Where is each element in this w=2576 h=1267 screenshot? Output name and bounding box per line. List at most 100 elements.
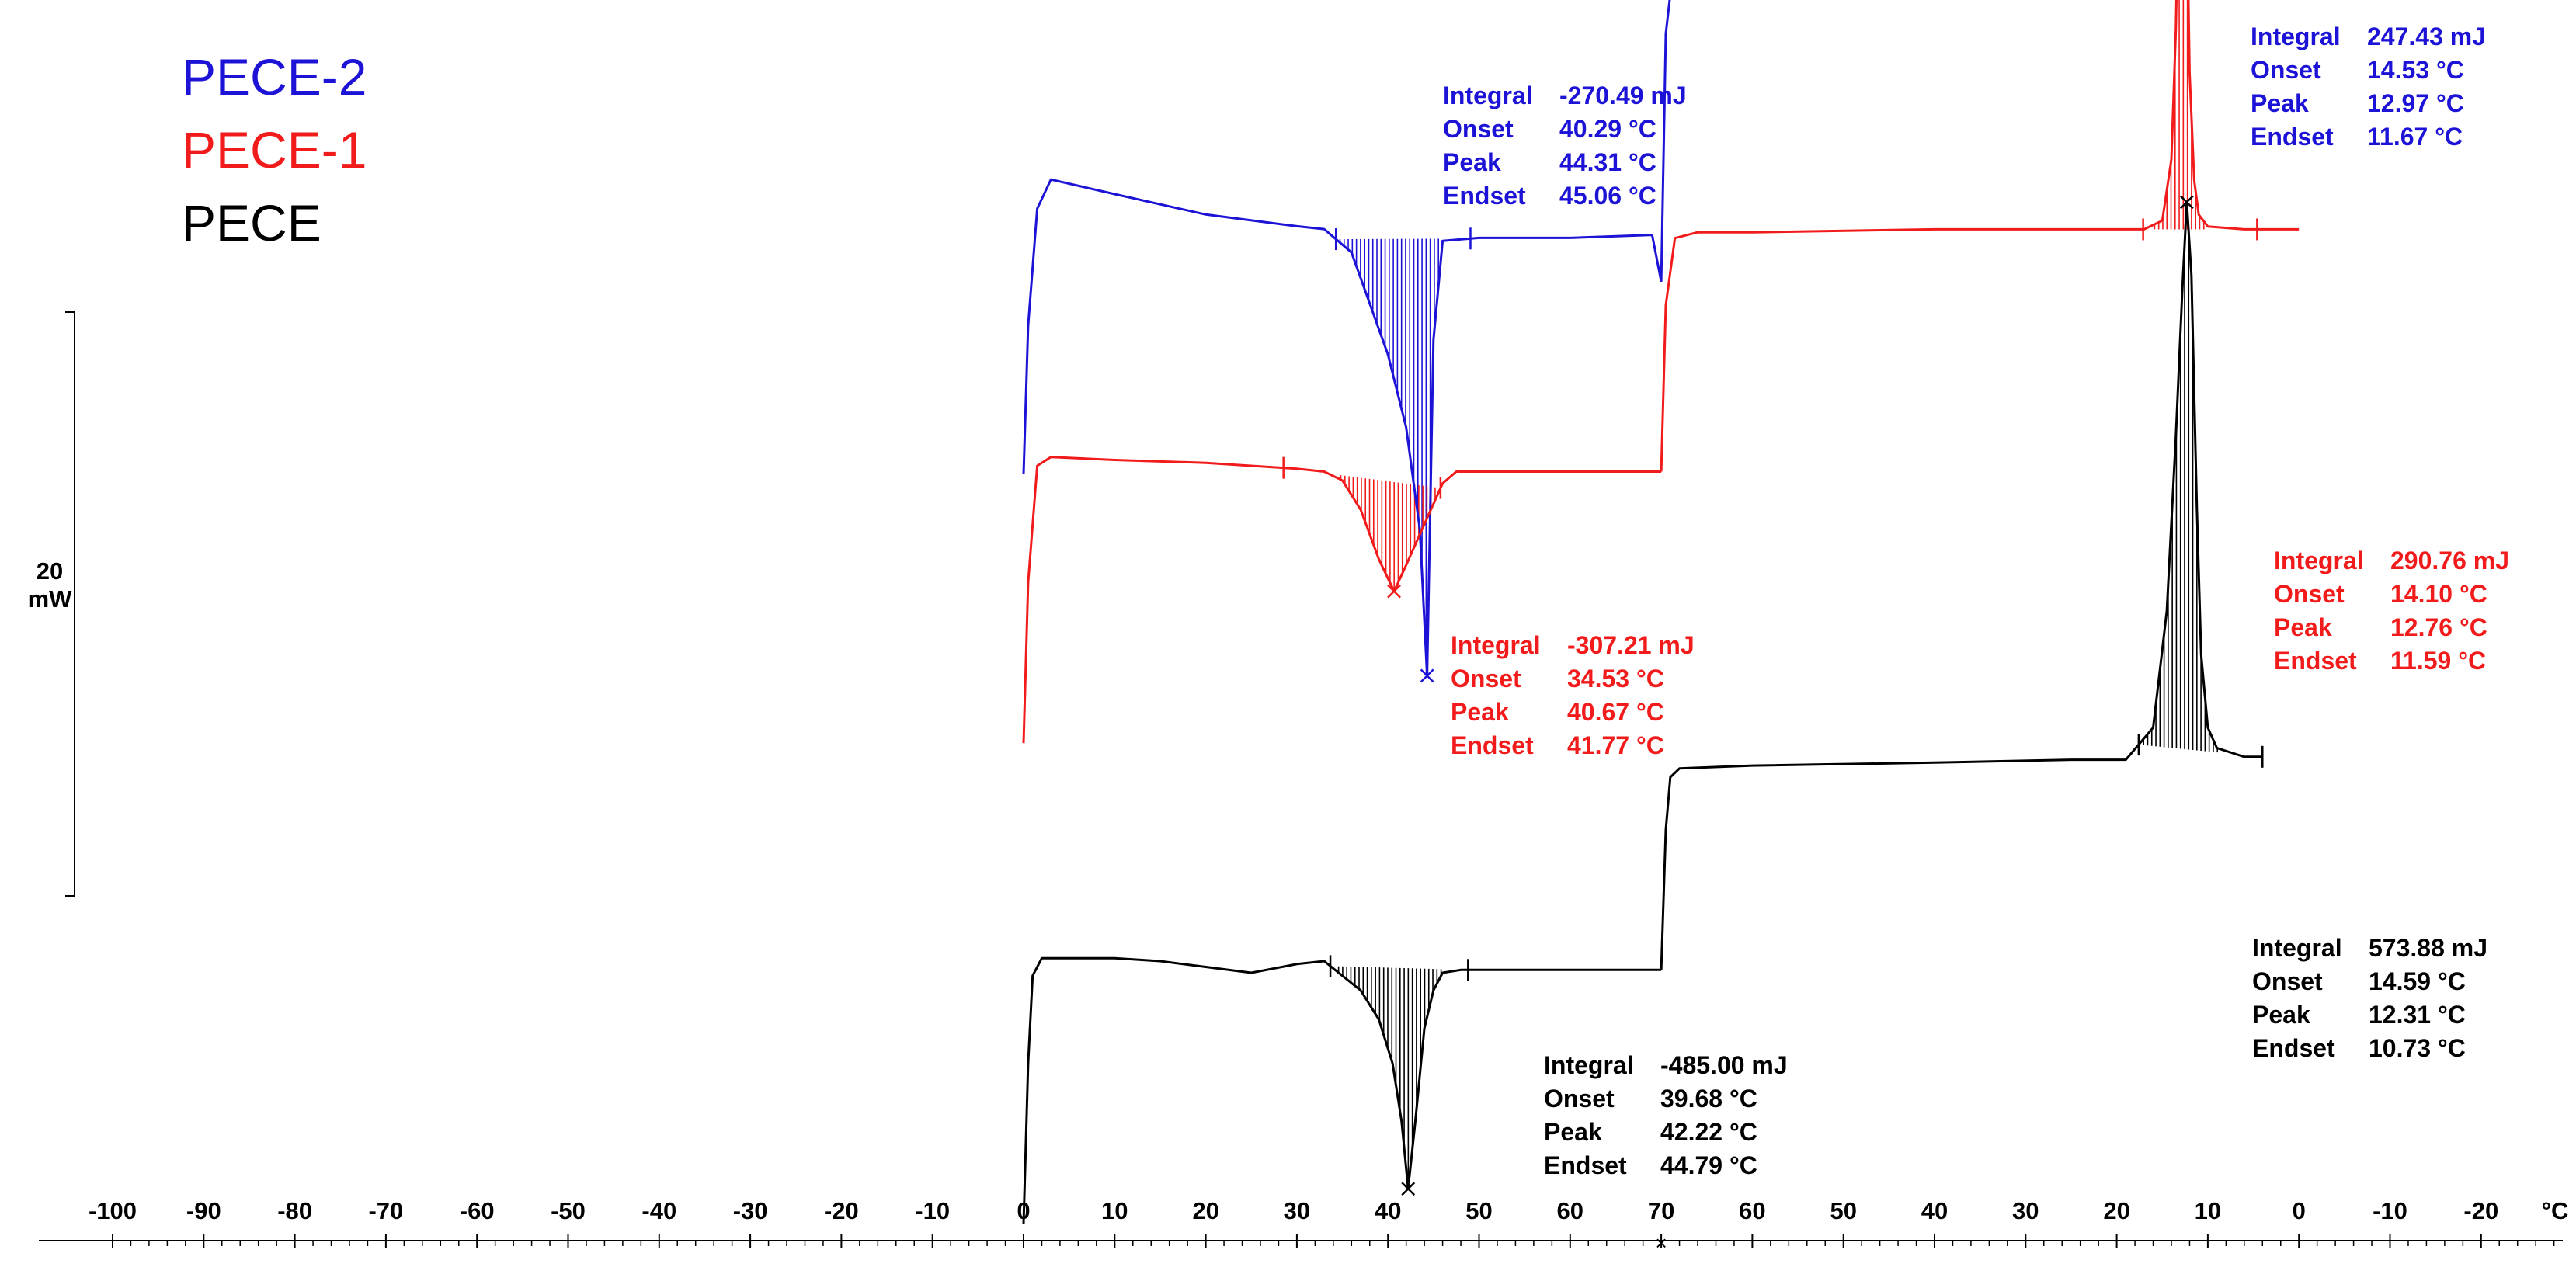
x-tick-label: 30: [2012, 1197, 2039, 1224]
x-tick-label: 50: [1830, 1197, 1856, 1224]
pece-heating-curve: [1022, 956, 1662, 1224]
annotation-value: 247.43 mJ: [2367, 23, 2486, 50]
annotation-label: Onset: [1451, 665, 1521, 693]
annotation-value: -307.21 mJ: [1567, 631, 1695, 659]
legend-pece-2: PECE-2: [182, 48, 367, 106]
annotation-label: Endset: [2252, 1034, 2335, 1062]
annotation-value: 41.77 °C: [1567, 731, 1664, 759]
x-tick-label: 20: [1192, 1197, 1218, 1224]
annotation-value: 14.53 °C: [2367, 56, 2464, 84]
annotation-label: Endset: [1443, 182, 1526, 210]
x-tick-label: -70: [368, 1197, 403, 1224]
x-tick-label: 40: [1921, 1197, 1948, 1224]
x-tick-label: 10: [1101, 1197, 1128, 1224]
annotation-value: 40.29 °C: [1559, 115, 1656, 143]
annotation-value: 40.67 °C: [1567, 698, 1664, 726]
turnaround-marker: ×: [1656, 1231, 1667, 1255]
annotation-label: Peak: [1544, 1118, 1602, 1146]
annotation-label: Endset: [2251, 123, 2334, 151]
x-tick-label: 50: [1465, 1197, 1492, 1224]
annotation-label: Onset: [2274, 580, 2345, 608]
annotation-label: Peak: [2252, 1001, 2310, 1029]
x-tick-label: 40: [1375, 1197, 1401, 1224]
annotation-label: Endset: [1451, 731, 1534, 759]
annotation-value: 42.22 °C: [1660, 1118, 1757, 1146]
x-tick-label: 20: [2103, 1197, 2129, 1224]
x-axis-unit: °C: [2542, 1197, 2569, 1224]
pece-cooling-curve: [1660, 200, 2263, 970]
annotation-label: Integral: [2251, 23, 2341, 50]
x-tick-label: 10: [2195, 1197, 2221, 1224]
annotation-value: 45.06 °C: [1559, 182, 1656, 210]
annotation-value: 44.31 °C: [1559, 148, 1656, 176]
x-tick-label: 60: [1557, 1197, 1583, 1224]
annotation-label: Peak: [2274, 613, 2332, 641]
peak-annotations: Integral -270.49 mJ Onset 40.29 °C Peak 44.31…: [1443, 23, 2509, 1179]
legend: PECE-2 PECE-1 PECE: [182, 48, 367, 252]
x-tick-label: -100: [89, 1197, 137, 1224]
pece-1-heating-curve: [1022, 456, 1662, 744]
scale-bar-line: [65, 311, 75, 897]
annotation-value: 12.31 °C: [2369, 1001, 2466, 1029]
legend-pece: PECE: [182, 194, 322, 252]
annotation-label: Integral: [1443, 82, 1533, 109]
annotation-label: Integral: [2252, 934, 2342, 962]
x-tick-label: -20: [2463, 1197, 2498, 1224]
annotation-label: Integral: [2274, 547, 2364, 574]
dsc-curves: [1022, 0, 2300, 1224]
x-tick-label: 30: [1284, 1197, 1310, 1224]
peak-marker: [1401, 1182, 1416, 1196]
annotation-value: 44.79 °C: [1660, 1151, 1757, 1179]
annotation-label: Endset: [1544, 1151, 1627, 1179]
annotation-label: Peak: [2251, 89, 2309, 117]
x-tick-label: 70: [1648, 1197, 1674, 1224]
x-tick-label: -40: [641, 1197, 676, 1224]
annotation-value: 11.59 °C: [2390, 647, 2486, 675]
annotation-value: 290.76 mJ: [2390, 547, 2509, 574]
x-tick-label: -90: [186, 1197, 221, 1224]
x-tick-label: -10: [915, 1197, 950, 1224]
annotation-value: -270.49 mJ: [1559, 82, 1687, 109]
annotation-label: Onset: [2251, 56, 2321, 84]
annotation-value: 34.53 °C: [1567, 665, 1664, 693]
peak-markers: [1282, 195, 2264, 1196]
annotation-value: 12.76 °C: [2390, 613, 2487, 641]
annotation-label: Onset: [1544, 1085, 1615, 1113]
annotation-value: 39.68 °C: [1660, 1085, 1757, 1113]
annotation-label: Peak: [1443, 148, 1501, 176]
x-tick-label: -10: [2373, 1197, 2407, 1224]
x-tick-label: 0: [2293, 1197, 2306, 1224]
annotation-value: -485.00 mJ: [1660, 1051, 1788, 1079]
annotation-value: 14.59 °C: [2369, 967, 2466, 995]
scale-bar-value: 20: [37, 557, 63, 585]
annotation-label: Onset: [2252, 967, 2323, 995]
annotation-value: 11.67 °C: [2367, 123, 2463, 151]
annotation-label: Endset: [2274, 647, 2357, 675]
peak-marker: [1420, 668, 1434, 683]
annotation-value: 12.97 °C: [2367, 89, 2464, 117]
pece-2-cooling-curve: [1660, 0, 1671, 282]
annotation-value: 14.10 °C: [2390, 580, 2487, 608]
peak-hatching: [1337, 0, 2219, 1189]
annotation-value: 10.73 °C: [2369, 1034, 2466, 1062]
peak-marker: [2179, 195, 2194, 210]
annotation-label: Integral: [1544, 1051, 1634, 1079]
x-axis: -100 -90 -80 -70 -60 -50 -40 -30 -20 -10 0 10 20 30 40…: [39, 1197, 2568, 1255]
peak-marker: [1387, 584, 1401, 599]
x-tick-label: -80: [277, 1197, 312, 1224]
x-tick-label: -60: [460, 1197, 495, 1224]
x-tick-label: -30: [733, 1197, 768, 1224]
x-tick-label: 60: [1739, 1197, 1765, 1224]
annotation-label: Peak: [1451, 698, 1509, 726]
annotation-value: 573.88 mJ: [2369, 934, 2487, 962]
x-tick-label: -20: [824, 1197, 859, 1224]
pece-1-cooling-curve: [1660, 0, 2300, 472]
scale-bar-unit: mW: [28, 585, 73, 613]
annotation-label: Integral: [1451, 631, 1541, 659]
annotation-label: Onset: [1443, 115, 1514, 143]
legend-pece-1: PECE-1: [182, 121, 367, 179]
x-tick-label: -50: [551, 1197, 586, 1224]
pece-2-heating-curve: [1022, 178, 1663, 677]
